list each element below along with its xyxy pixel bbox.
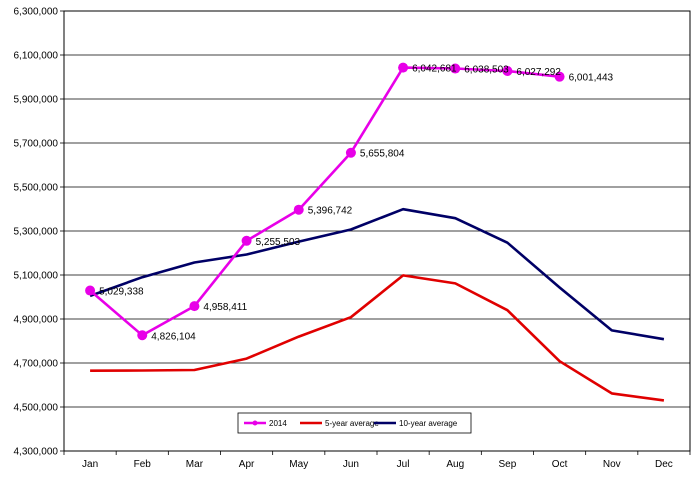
y-tick-label: 4,500,000 xyxy=(14,403,59,414)
chart-legend: 2014 5-year average 10-year average xyxy=(237,412,472,434)
data-point xyxy=(293,204,304,215)
data-label: 5,255,503 xyxy=(256,237,301,248)
data-label: 6,042,681 xyxy=(412,64,457,75)
data-point xyxy=(85,285,96,296)
x-tick-label: Sep xyxy=(499,459,517,470)
y-tick-label: 6,100,000 xyxy=(14,51,59,62)
x-tick-label: Nov xyxy=(603,459,621,470)
x-tick-label: Oct xyxy=(552,459,568,470)
data-point xyxy=(398,62,409,73)
series-line-10-year-average xyxy=(89,207,665,341)
y-tick-label: 5,500,000 xyxy=(14,183,59,194)
data-label: 5,655,804 xyxy=(360,149,405,160)
data-point xyxy=(554,71,565,82)
data-label: 5,396,742 xyxy=(308,206,353,217)
data-label: 6,001,443 xyxy=(569,73,614,84)
series-line-2014 xyxy=(89,66,560,337)
y-tick-label: 5,300,000 xyxy=(14,227,59,238)
x-tick-label: Feb xyxy=(134,459,152,470)
data-label: 6,027,292 xyxy=(516,67,561,78)
x-tick-label: May xyxy=(289,459,308,470)
data-point xyxy=(137,330,148,341)
y-tick-label: 4,900,000 xyxy=(14,315,59,326)
x-tick-label: Dec xyxy=(655,459,673,470)
x-tick-label: Jan xyxy=(82,459,98,470)
y-tick-label: 5,900,000 xyxy=(14,95,59,106)
x-tick-label: Mar xyxy=(186,459,204,470)
legend-label: 2014 xyxy=(269,419,287,428)
y-tick-label: 4,300,000 xyxy=(14,447,59,458)
data-label: 4,958,411 xyxy=(203,302,247,313)
y-tick-label: 5,700,000 xyxy=(14,139,59,150)
data-point xyxy=(502,65,513,76)
chart-series: 5,029,338 4,826,104 4,958,411 5,255,503 5,39… xyxy=(85,62,665,402)
x-tick-label: Aug xyxy=(446,459,464,470)
data-point xyxy=(241,235,252,246)
x-tick-label: Apr xyxy=(239,459,255,470)
series-line-5-year-average xyxy=(90,274,665,402)
data-point xyxy=(189,301,200,312)
data-point xyxy=(450,63,461,74)
legend-label: 5-year average xyxy=(325,419,379,428)
legend-marker xyxy=(252,420,258,426)
data-point xyxy=(345,147,356,158)
x-axis: Jan Feb Mar Apr May Jun Jul Aug Sep Oct Nov Dec xyxy=(63,451,691,470)
y-axis: 4,300,000 4,500,000 4,700,000 4,900,000 5,10… xyxy=(14,7,64,458)
x-tick-label: Jun xyxy=(343,459,359,470)
data-label: 6,038,503 xyxy=(464,65,509,76)
legend-label: 10-year average xyxy=(399,419,458,428)
y-tick-label: 4,700,000 xyxy=(14,359,59,370)
x-tick-label: Jul xyxy=(397,459,410,470)
data-label: 5,029,338 xyxy=(99,287,144,298)
y-tick-label: 5,100,000 xyxy=(14,271,59,282)
y-tick-label: 6,300,000 xyxy=(14,7,59,18)
legend-box xyxy=(237,412,472,434)
data-label: 4,826,104 xyxy=(151,331,196,342)
